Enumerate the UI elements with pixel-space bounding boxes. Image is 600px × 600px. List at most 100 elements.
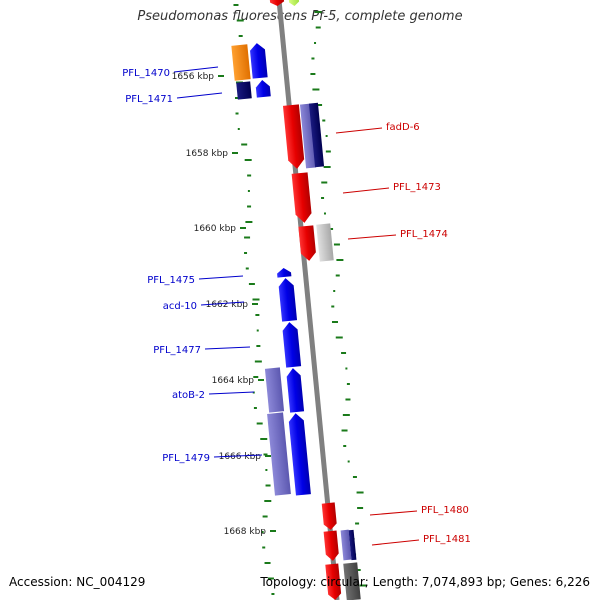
gene-box-navy-3 xyxy=(348,529,357,561)
gene-labels: PFL_1470 PFL_1471 PFL_1475 acd-10 PFL_1477at… xyxy=(122,66,471,546)
gc-tick-left xyxy=(265,469,268,471)
gc-tick-left xyxy=(244,236,251,239)
gc-tick-left xyxy=(263,453,268,456)
gene-label-leader xyxy=(342,187,390,194)
scale-tick-label: 1664 kbp xyxy=(212,376,255,386)
gc-tick-right xyxy=(345,398,351,401)
gene-arrow-atob-2 xyxy=(286,368,305,413)
gc-tick-right xyxy=(311,57,315,60)
gene-arrow-top-lime xyxy=(288,0,300,6)
gc-tick-left xyxy=(256,422,263,425)
gc-tick-right xyxy=(325,135,328,137)
gc-tick-right xyxy=(335,274,340,277)
gc-tick-right xyxy=(352,476,357,478)
gc-tick-right xyxy=(333,243,340,246)
gc-tick-left xyxy=(248,283,255,285)
scale-tick-mark xyxy=(265,455,271,457)
gene-label: atoB-2 xyxy=(172,390,205,401)
gene-arrow-pfl-1473 xyxy=(291,172,312,223)
gc-tick-left xyxy=(271,593,275,595)
gene-label: PFL_1470 xyxy=(122,68,170,79)
gene-label-leader xyxy=(369,510,418,516)
gene-label: fadD-6 xyxy=(386,122,420,133)
gene-label-leader xyxy=(173,66,219,73)
gc-tick-right xyxy=(335,336,343,339)
gc-tick-left xyxy=(238,35,243,37)
gc-tick-right xyxy=(359,584,367,587)
gene-arrow-bottom-red xyxy=(325,563,342,600)
gc-tick-right xyxy=(314,42,317,44)
scale-tick-label: 1662 kbp xyxy=(206,300,249,310)
gc-tick-left xyxy=(252,298,260,301)
gene-arrow-pfl-1470 xyxy=(250,43,268,79)
gc-tick-right xyxy=(310,73,316,75)
gene-label: PFL_1474 xyxy=(400,229,448,240)
gene-arrow-fadd-6 xyxy=(282,104,305,169)
gc-tick-left xyxy=(262,515,268,518)
gc-tick-right xyxy=(333,290,336,292)
gc-tick-right xyxy=(355,522,360,525)
scale-tick-mark xyxy=(258,379,264,381)
gc-tick-left xyxy=(237,128,240,130)
gc-tick-left xyxy=(233,4,239,6)
gene-arrow-top-red xyxy=(269,0,285,6)
gene-label: PFL_1477 xyxy=(153,345,201,356)
gene-arrow-acd-10 xyxy=(278,278,298,322)
gc-tick-right xyxy=(347,460,350,463)
gc-tick-right xyxy=(314,11,322,13)
gene-arrow-pfl-1480 xyxy=(321,502,337,530)
scale-tick-mark xyxy=(218,75,224,77)
gc-tick-left xyxy=(267,577,274,580)
gene-box-lavender-2 xyxy=(264,367,285,413)
map-title: Pseudomonas fluorescens Pf-5, complete g… xyxy=(137,9,463,24)
gc-tick-left xyxy=(245,221,253,223)
gc-tick-right xyxy=(342,414,350,416)
scale-tick-label: 1668 kbp xyxy=(224,527,267,537)
gc-tick-left xyxy=(247,205,252,208)
gc-tick-left xyxy=(256,345,261,347)
gene-box-lavender-4 xyxy=(340,529,352,561)
gc-tick-left xyxy=(235,112,239,115)
scale-tick-mark xyxy=(270,530,276,532)
gc-tick-right xyxy=(317,104,323,106)
gc-tick-right xyxy=(323,212,326,215)
gc-tick-right xyxy=(341,352,347,354)
summary-text: Topology: circular; Length: 7,074,893 bp… xyxy=(260,575,590,589)
gc-tick-right xyxy=(331,321,338,323)
scale-tick-mark xyxy=(232,152,238,154)
scale-tick-mark xyxy=(252,303,258,305)
gc-tick-right xyxy=(329,228,334,230)
gene-arrow-pfl-1475 xyxy=(277,268,292,278)
gc-tick-right xyxy=(321,197,325,199)
gene-arrow-pfl-1479 xyxy=(288,413,311,496)
gc-tick-left xyxy=(256,329,259,332)
gene-arrow-pfl-1471 xyxy=(255,80,271,98)
gc-tick-right xyxy=(346,383,350,385)
gene-label: PFL_1475 xyxy=(147,275,195,286)
gene-box-dark xyxy=(343,562,361,600)
gc-tick-left xyxy=(244,252,248,254)
gc-tick-right xyxy=(322,119,326,122)
gene-track xyxy=(231,0,361,600)
gene-label: PFL_1481 xyxy=(423,534,471,545)
gene-label-leader xyxy=(347,234,397,240)
scale-ticks: 1656 kbp 1658 kbp 1660 kbp 1662 kbp 1664 kbp… xyxy=(172,72,276,537)
gene-arrow-pfl-1474 xyxy=(298,225,316,261)
gc-tick-left xyxy=(264,500,272,502)
gc-tick-right xyxy=(315,26,321,29)
gc-tick-right xyxy=(356,491,364,494)
gc-tick-left xyxy=(260,438,268,440)
gc-tick-left xyxy=(262,546,266,549)
scale-tick-label: 1660 kbp xyxy=(194,224,237,234)
gene-label-leader xyxy=(208,391,255,395)
genome-backbone xyxy=(276,0,340,600)
gc-tick-right xyxy=(312,88,320,91)
gc-tick-right xyxy=(357,507,364,509)
gene-arrow-pfl-1481 xyxy=(323,530,339,561)
gc-tick-left xyxy=(264,562,271,564)
gene-label-leader xyxy=(213,454,263,458)
gc-tick-left xyxy=(254,360,262,363)
gc-tick-right xyxy=(343,445,347,447)
gc-tick-right xyxy=(323,166,331,168)
